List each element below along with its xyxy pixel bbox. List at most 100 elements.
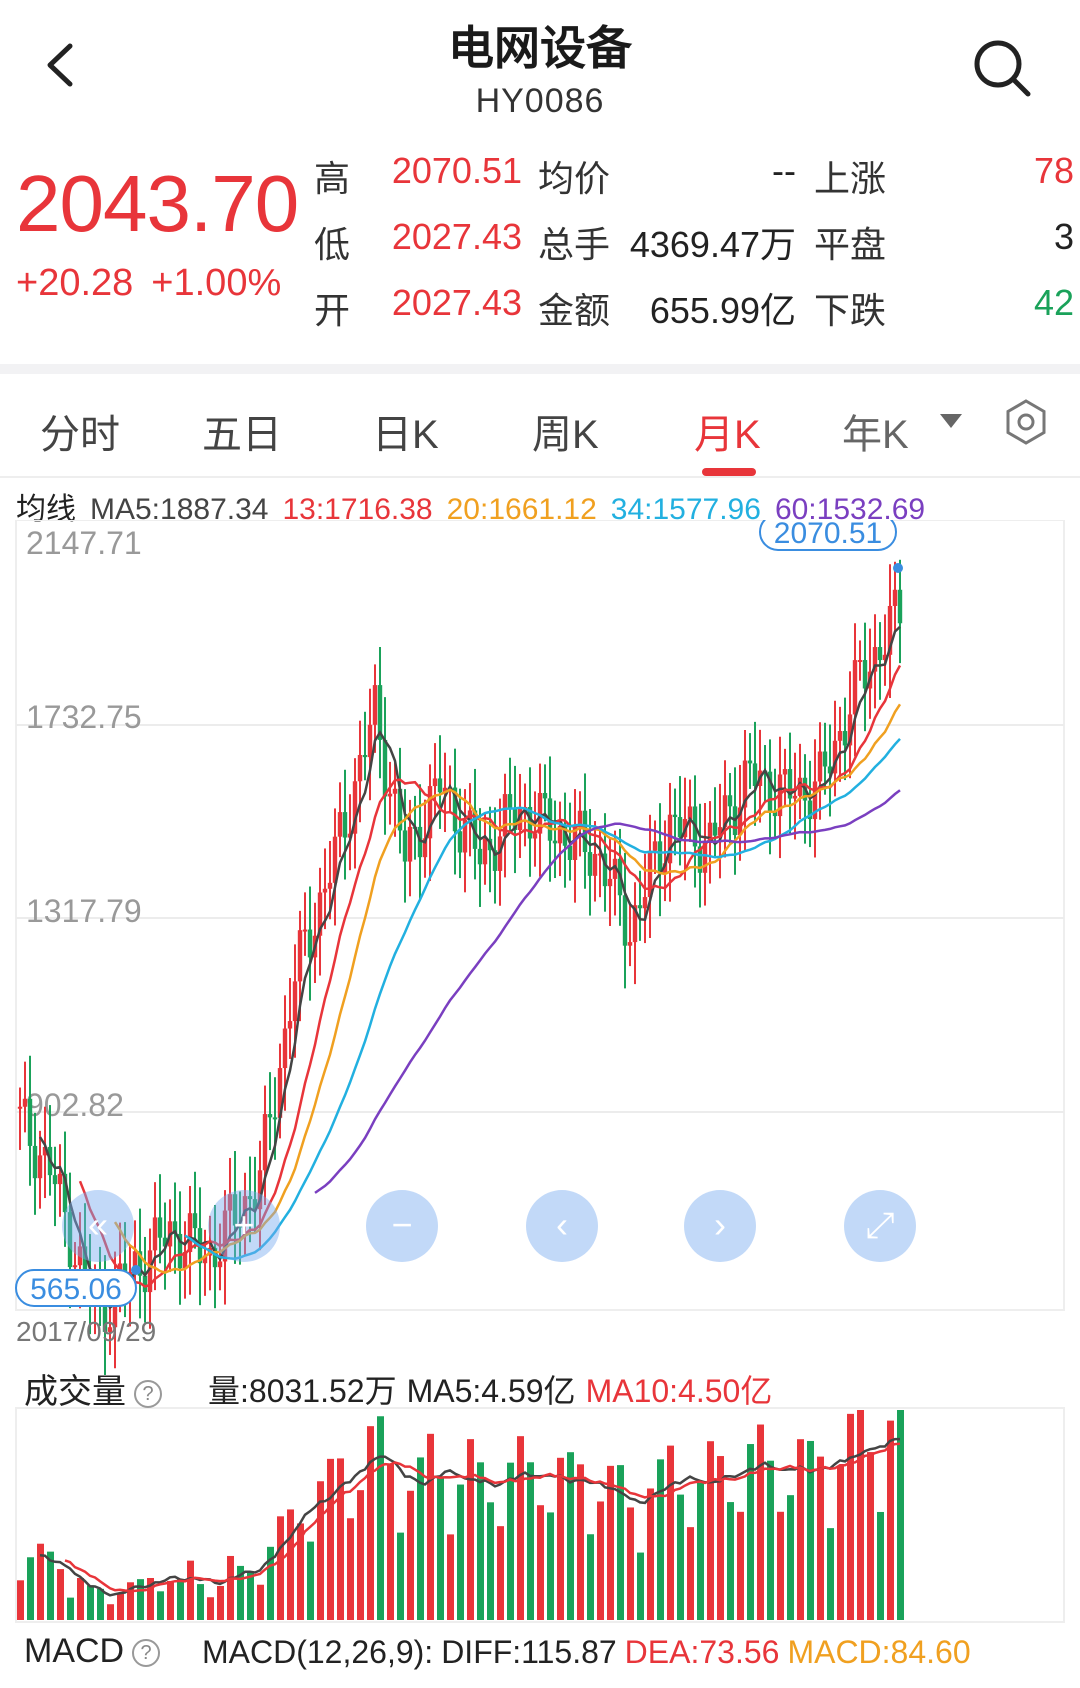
volume-bar — [407, 1490, 414, 1620]
candle-body — [442, 787, 448, 793]
flat-count-label: 平盘 — [814, 224, 887, 265]
volume-bar — [787, 1495, 794, 1620]
candle-body — [747, 760, 753, 764]
tab-weekly-k[interactable]: 周K — [532, 413, 599, 457]
macd-help-icon[interactable]: ? — [132, 1639, 161, 1668]
current-price: 2043.70 — [16, 159, 299, 248]
fast-back-icon[interactable]: « — [62, 1190, 134, 1262]
candle-body — [172, 1221, 178, 1234]
back-arrow-icon[interactable] — [40, 40, 80, 90]
volume-bar — [127, 1582, 134, 1620]
volume-bar — [467, 1439, 474, 1620]
zoom-out-icon[interactable]: − — [366, 1190, 438, 1262]
y-tick-label: 1317.79 — [26, 893, 142, 929]
quote-panel: 2043.70 +20.28 +1.00% 高 2070.51 均价 -- 上涨 … — [0, 140, 1080, 340]
expand-icon[interactable]: ⤢ — [844, 1190, 916, 1262]
candle-body — [452, 787, 458, 832]
candle-body — [287, 1021, 293, 1029]
candle-body — [752, 763, 758, 787]
max-price-marker — [759, 520, 897, 551]
volume-bar — [157, 1591, 164, 1620]
candle-body — [102, 1297, 108, 1332]
candle-body — [792, 795, 798, 799]
volume-ma10-line — [64, 1442, 901, 1593]
up-count-value: 78 — [1033, 150, 1074, 191]
search-icon[interactable] — [970, 36, 1034, 100]
avg-value: -- — [772, 150, 796, 191]
volume-bar — [67, 1597, 74, 1620]
volume-bar — [197, 1584, 204, 1620]
low-label: 低 — [314, 224, 351, 265]
tab-five-day[interactable]: 五日 — [202, 413, 282, 457]
volume-bar — [237, 1565, 244, 1620]
amount-label: 金额 — [538, 290, 611, 331]
candle-body — [657, 841, 663, 874]
volume-bar — [527, 1462, 534, 1620]
candle-body — [477, 848, 483, 865]
candle-body — [662, 863, 668, 874]
candle-body — [677, 817, 683, 838]
candle-body — [32, 1145, 38, 1179]
candle-body — [462, 819, 468, 853]
candle-body — [422, 838, 428, 858]
candle-body — [702, 841, 708, 873]
candle-body — [717, 827, 723, 836]
candle-body — [537, 792, 543, 834]
candle-body — [267, 1114, 273, 1118]
candle-body — [277, 1068, 283, 1118]
volume-bar — [377, 1416, 384, 1620]
candle-body — [322, 888, 328, 893]
max-price-label: 2070.51 — [774, 520, 882, 550]
volume-bar — [307, 1541, 314, 1620]
tab-yearly-k[interactable]: 年K — [842, 413, 909, 457]
candle-body — [787, 769, 793, 799]
tab-monthly-k[interactable]: 月K — [694, 413, 761, 457]
volume-label: 总手 — [538, 224, 611, 265]
volume-bar — [577, 1464, 584, 1620]
volume-bar — [567, 1452, 574, 1620]
candle-body — [22, 1098, 28, 1107]
candle-body — [232, 1194, 238, 1226]
candle-body — [602, 853, 608, 887]
tab-daily-k[interactable]: 日K — [372, 413, 439, 457]
candle-body — [877, 647, 883, 661]
candlestick-series — [17, 559, 903, 1375]
volume-bar — [747, 1444, 754, 1620]
high-value: 2070.51 — [391, 150, 522, 191]
period-tabs: 分时 五日 日K 周K 月K 年K — [0, 374, 1080, 478]
candle-body — [257, 1170, 263, 1210]
volume-bar — [187, 1560, 194, 1620]
candle-body — [667, 814, 673, 864]
candle-body — [237, 1225, 243, 1228]
candle-body — [307, 929, 313, 958]
volume-bar — [727, 1502, 734, 1620]
candle-body — [417, 826, 423, 858]
volume-bar — [547, 1512, 554, 1620]
kline-chart[interactable]: 2147.71 1732.75 1317.79 902.82 2070.51 5… — [0, 520, 1080, 1632]
right-icon[interactable]: › — [684, 1190, 756, 1262]
candle-body — [327, 882, 333, 889]
dropdown-arrow-icon[interactable] — [940, 414, 962, 428]
macd-params: MACD(12,26,9): — [202, 1634, 434, 1670]
candle-body — [157, 1217, 163, 1238]
volume-bar — [437, 1476, 444, 1620]
candle-body — [832, 740, 838, 774]
volume-bar — [517, 1436, 524, 1620]
candle-body — [262, 1114, 268, 1171]
candle-body — [887, 605, 893, 655]
volume-bar — [17, 1580, 24, 1620]
volume-bar — [557, 1457, 564, 1620]
candle-body — [352, 781, 358, 834]
candle-body — [852, 660, 858, 715]
settings-hexagon-icon[interactable] — [1002, 398, 1050, 446]
tab-intraday[interactable]: 分时 — [40, 413, 120, 457]
candle-body — [572, 825, 578, 860]
volume-help-icon[interactable]: ? — [134, 1380, 162, 1409]
left-icon[interactable]: ‹ — [526, 1190, 598, 1262]
volume-bar — [707, 1441, 714, 1620]
zoom-in-icon[interactable]: + — [208, 1190, 280, 1262]
candle-body — [362, 754, 368, 758]
volume-bar — [317, 1481, 324, 1620]
candle-body — [407, 826, 413, 862]
candle-body — [557, 825, 563, 844]
